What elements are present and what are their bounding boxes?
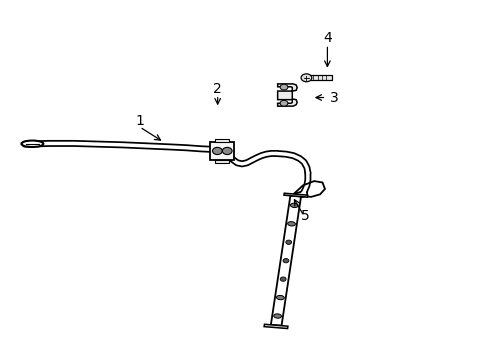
Circle shape <box>222 147 232 154</box>
Polygon shape <box>264 324 287 329</box>
Text: 1: 1 <box>135 114 144 128</box>
Circle shape <box>283 258 288 263</box>
Bar <box>215 160 228 163</box>
Circle shape <box>280 277 285 281</box>
Circle shape <box>212 147 222 154</box>
Bar <box>210 141 233 160</box>
Text: 5: 5 <box>301 209 309 223</box>
Text: 4: 4 <box>323 31 331 45</box>
Ellipse shape <box>276 296 284 300</box>
Polygon shape <box>284 193 307 197</box>
Circle shape <box>280 100 287 106</box>
Polygon shape <box>270 196 301 326</box>
Text: 3: 3 <box>330 90 338 104</box>
Ellipse shape <box>21 140 43 147</box>
Ellipse shape <box>273 314 281 318</box>
Bar <box>310 75 331 80</box>
Circle shape <box>285 240 291 244</box>
Circle shape <box>280 84 287 90</box>
Circle shape <box>301 74 311 82</box>
Text: 2: 2 <box>213 82 222 95</box>
Polygon shape <box>277 84 297 106</box>
Bar <box>215 139 228 141</box>
Ellipse shape <box>290 203 298 207</box>
Ellipse shape <box>287 222 295 226</box>
